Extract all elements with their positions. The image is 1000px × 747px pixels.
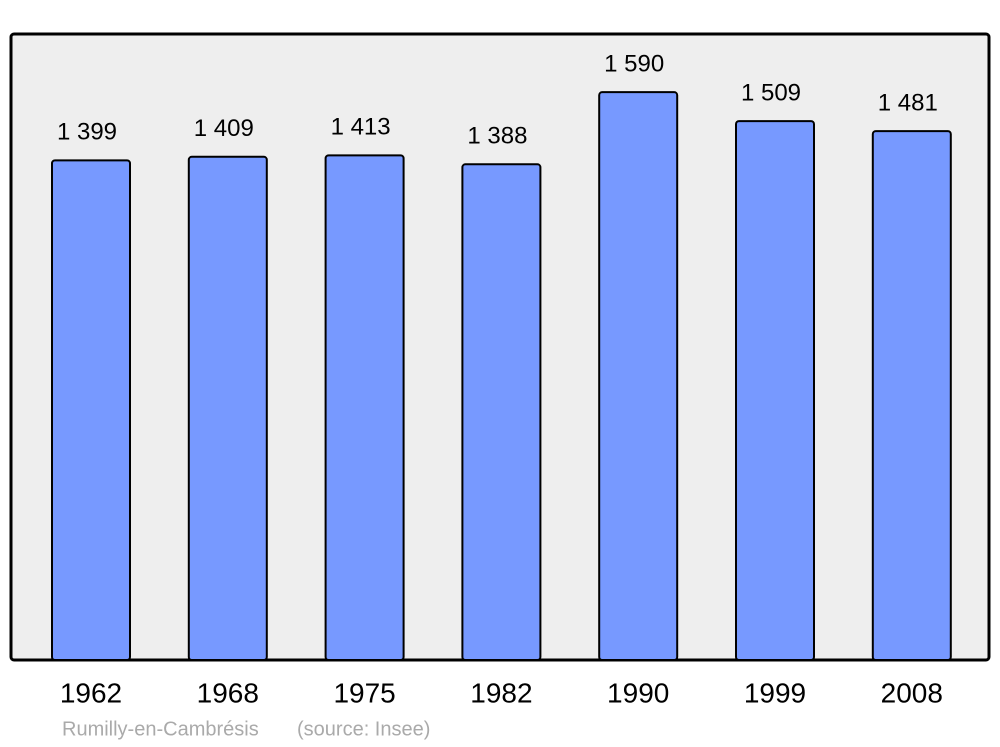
x-tick-label: 1990 (607, 677, 669, 708)
x-tick-label: 1975 (333, 677, 395, 708)
value-label: 1 409 (194, 115, 254, 142)
value-label: 1 388 (467, 123, 527, 150)
x-tick-label: 1982 (470, 677, 532, 708)
value-label: 1 413 (331, 114, 391, 141)
bar (871, 130, 952, 662)
value-label: 1 590 (604, 50, 664, 77)
bar (51, 159, 131, 661)
bar (735, 120, 815, 662)
bar (324, 154, 405, 661)
bar (461, 163, 542, 662)
x-tick-label: 1962 (60, 677, 122, 708)
x-tick-label: 2008 (881, 677, 943, 708)
bar (187, 155, 268, 662)
value-label: 1 481 (878, 89, 938, 116)
note: Rumilly-en-Cambrésis (62, 718, 259, 740)
value-label: 1 399 (57, 119, 117, 146)
value-label: 1 509 (741, 79, 801, 106)
x-tick-label: 1968 (197, 677, 259, 708)
bar (598, 91, 679, 661)
x-tick-label: 1999 (744, 677, 806, 708)
source: (source: Insee) (297, 718, 430, 740)
